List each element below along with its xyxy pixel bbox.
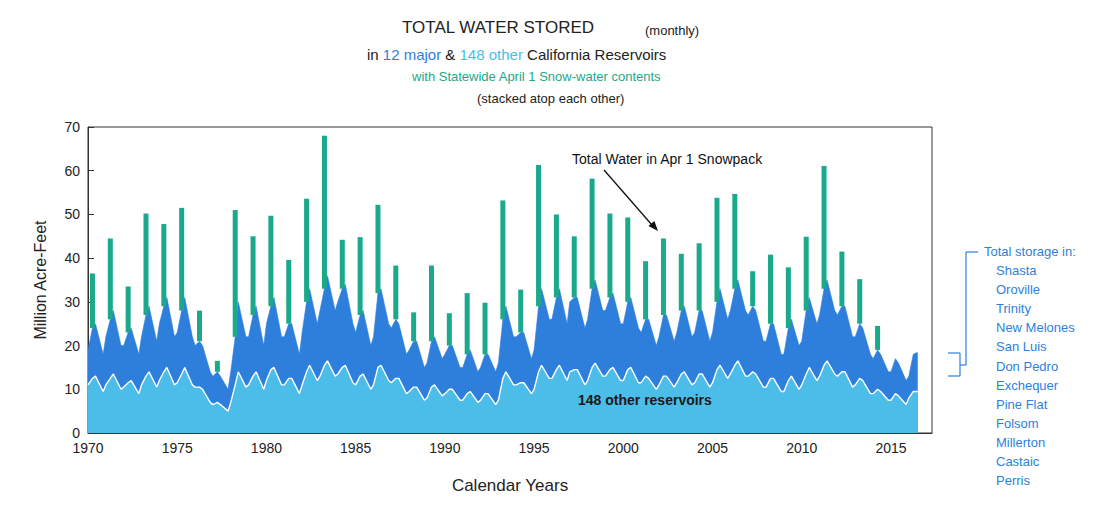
- svg-text:148 other reservoirs: 148 other reservoirs: [578, 392, 712, 408]
- svg-text:50: 50: [64, 206, 80, 222]
- svg-text:Perris: Perris: [996, 473, 1030, 488]
- svg-text:70: 70: [64, 119, 80, 135]
- svg-text:1975: 1975: [162, 440, 193, 456]
- svg-text:Folsom: Folsom: [996, 416, 1039, 431]
- svg-text:0: 0: [72, 425, 80, 441]
- svg-text:Millerton: Millerton: [996, 435, 1045, 450]
- svg-text:2010: 2010: [786, 440, 817, 456]
- svg-text:30: 30: [64, 294, 80, 310]
- svg-text:1985: 1985: [340, 440, 371, 456]
- svg-text:Pine Flat: Pine Flat: [996, 397, 1048, 412]
- svg-text:TOTAL WATER STORED: TOTAL WATER STORED: [402, 18, 594, 37]
- svg-text:in: in: [367, 46, 383, 63]
- svg-text:California Reservoirs: California Reservoirs: [523, 46, 666, 63]
- svg-text:2005: 2005: [697, 440, 728, 456]
- svg-text:Castaic: Castaic: [996, 454, 1040, 469]
- svg-text:1980: 1980: [251, 440, 282, 456]
- svg-text:Calendar Years: Calendar Years: [452, 476, 568, 495]
- svg-text:San Luis: San Luis: [996, 339, 1047, 354]
- svg-text:Exchequer: Exchequer: [996, 378, 1059, 393]
- svg-text:1970: 1970: [72, 440, 103, 456]
- svg-text:2015: 2015: [875, 440, 906, 456]
- svg-text:(stacked atop each other): (stacked atop each other): [477, 91, 624, 106]
- svg-text:148 other: 148 other: [460, 46, 523, 63]
- svg-text:&: &: [441, 46, 459, 63]
- svg-text:Total Water in Apr 1 Snowpack: Total Water in Apr 1 Snowpack: [572, 151, 763, 167]
- svg-text:Don Pedro: Don Pedro: [996, 359, 1058, 374]
- svg-text:12 major: 12 major: [383, 46, 441, 63]
- svg-text:40: 40: [64, 250, 80, 266]
- svg-text:2000: 2000: [608, 440, 639, 456]
- svg-text:Total storage in:: Total storage in:: [984, 244, 1076, 259]
- svg-text:10: 10: [64, 381, 80, 397]
- svg-text:Oroville: Oroville: [996, 282, 1040, 297]
- svg-text:Shasta: Shasta: [996, 263, 1037, 278]
- svg-text:Trinity: Trinity: [996, 301, 1031, 316]
- svg-text:60: 60: [64, 163, 80, 179]
- svg-text:20: 20: [64, 338, 80, 354]
- svg-text:New Melones: New Melones: [996, 320, 1075, 335]
- svg-text:with Statewide April 1 Snow-wa: with Statewide April 1 Snow-water conten…: [411, 69, 661, 84]
- svg-text:(monthly): (monthly): [645, 23, 699, 38]
- svg-text:1995: 1995: [519, 440, 550, 456]
- svg-text:1990: 1990: [429, 440, 460, 456]
- svg-text:Million Acre-Feet: Million Acre-Feet: [32, 220, 49, 340]
